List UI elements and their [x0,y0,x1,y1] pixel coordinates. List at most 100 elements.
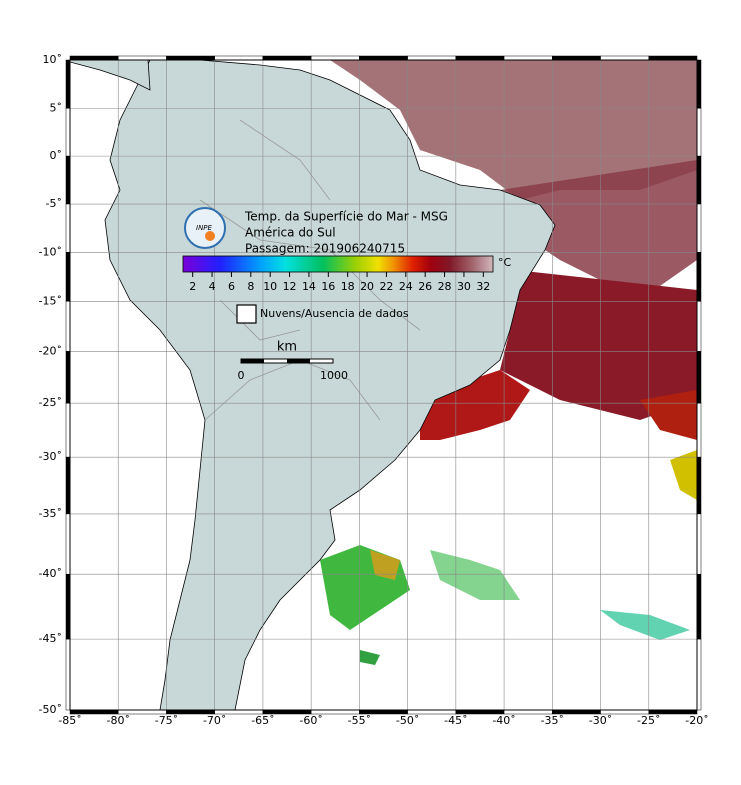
frame-seg [65,108,71,157]
lon-tick-label: -20˚ [685,714,708,727]
colorbar-tick-label: 14 [302,280,316,293]
frame-seg [455,55,505,61]
frame-seg [407,55,457,61]
lon-tick-label: -30˚ [589,714,612,727]
frame-seg [696,513,702,575]
colorbar-tick-label: 28 [438,280,452,293]
lon-tick-label: -50˚ [396,714,419,727]
frame-seg [696,59,702,109]
map-title: Temp. da Superfície do Mar - MSG [244,210,448,224]
scalebar-start: 0 [238,369,245,382]
map-pass: Passagem: 201906240715 [245,242,405,256]
colorbar-tick-label: 20 [360,280,374,293]
logo-circle [184,207,226,249]
frame-seg [310,55,360,61]
title-block: INPE Temp. da Superfície do Mar - MSG Am… [184,207,448,256]
lat-tick-label: -50˚ [39,703,62,716]
frame-seg [65,155,71,205]
frame-seg [503,55,553,61]
frame-seg [65,638,71,711]
frame-seg [214,55,264,61]
frame-seg [696,456,702,515]
colorbar [182,255,494,273]
frame-seg [65,252,71,302]
lat-tick-label: -20˚ [39,344,62,357]
frame-seg [166,55,215,61]
frame [65,55,702,715]
scalebar-unit: km [277,340,297,355]
frame-seg [696,573,702,640]
legend-label: Nuvens/Ausencia de dados [260,307,409,320]
lon-tick-label: -40˚ [492,714,515,727]
lon-tick-label: -85˚ [58,714,81,727]
frame-seg [65,402,71,458]
frame-seg [65,59,71,109]
scalebar-end: 1000 [320,369,348,382]
colorbar-tick-label: 8 [247,280,254,293]
frame-seg [65,203,71,253]
lat-tick-label: -10˚ [39,245,62,258]
borders [199,119,421,421]
frame-seg [69,55,119,61]
scalebar-seg [287,359,310,363]
frame-seg [696,351,702,404]
lon-tick-label: -65˚ [251,714,274,727]
sst-patches [320,60,697,665]
map-region: América do Sul [245,226,336,240]
colorbar-tick-label: 4 [209,280,216,293]
logo-text: INPE [196,224,213,232]
frame-seg [262,55,312,61]
colorbar-ticks: 2 4 6 8 10 12 14 16 18 20 22 24 26 28 30 32 [189,272,490,293]
lon-tick-label: -55˚ [348,714,371,727]
colorbar-tick-label: 30 [457,280,471,293]
lat-tick-label: 10˚ [43,53,63,66]
frame-outline [69,59,698,711]
colorbar-tick-label: 24 [399,280,413,293]
logo-dot [205,231,215,241]
frame-seg [696,402,702,458]
frame-seg [696,155,702,205]
frame-seg [696,252,702,302]
colorbar-tick-label: 18 [341,280,355,293]
lat-tick-label: -25˚ [39,396,62,409]
lon-tick-label: -80˚ [106,714,129,727]
frame-seg [696,203,702,253]
frame-seg [65,513,71,575]
frame-seg [696,301,702,352]
map-body [70,60,697,710]
frame-seg [117,55,167,61]
frame-seg [696,638,702,711]
lat-tick-label: -45˚ [39,632,62,645]
lat-tick-label: 0˚ [50,149,63,162]
colorbar-unit: °C [498,256,512,269]
colorbar-tick-label: 32 [476,280,490,293]
lon-tick-label: -60˚ [299,714,322,727]
lat-tick-label: -30˚ [39,450,62,463]
legend-swatch [236,304,257,324]
lon-tick-label: -35˚ [541,714,564,727]
frame-seg [552,55,601,61]
frame-seg [648,55,698,61]
colorbar-tick-label: 22 [379,280,393,293]
frame-seg [65,456,71,515]
lat-tick-label: -5˚ [46,197,62,210]
colorbar-tick-label: 12 [283,280,297,293]
frame-seg [696,108,702,157]
lon-tick-label: -75˚ [155,714,178,727]
colorbar-tick-label: 26 [418,280,432,293]
colorbar-tick-label: 16 [321,280,335,293]
lat-tick-label: -40˚ [39,567,62,580]
frame-seg [65,573,71,640]
lat-tick-label: -15˚ [39,294,62,307]
lon-tick-label: -45˚ [444,714,467,727]
graticule [70,60,697,710]
colorbar-tick-label: 10 [263,280,277,293]
colorbar-tick-label: 6 [228,280,235,293]
frame-seg [65,301,71,352]
frame-seg [600,55,650,61]
colorbar-tick-label: 2 [189,280,196,293]
scalebar-seg [241,359,264,363]
lat-tick-label: 5˚ [50,101,63,114]
lon-tick-label: -25˚ [637,714,660,727]
